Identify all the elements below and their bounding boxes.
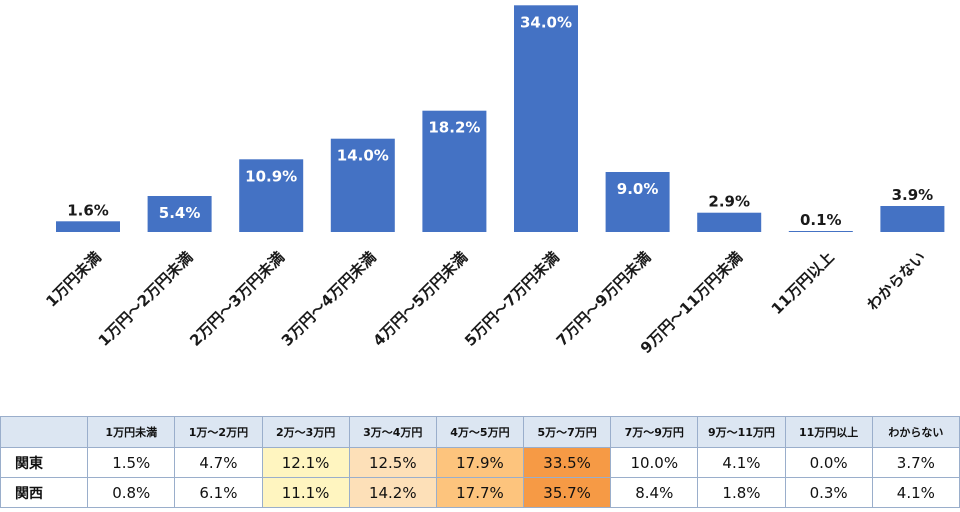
- bar: [788, 231, 853, 232]
- bar-data-label: 10.9%: [245, 167, 297, 185]
- region-label: 関西: [0, 477, 89, 508]
- table-header-cell: 3万～4万円: [348, 416, 437, 448]
- table-cell: 17.9%: [435, 447, 525, 478]
- comparison-table: 1万円未満 1万～2万円 2万～3万円 3万～4万円 4万～5万円 5万～7万円…: [0, 416, 960, 508]
- bar-data-label: 0.1%: [800, 211, 842, 229]
- bar-data-label: 14.0%: [337, 147, 389, 165]
- bar-data-label: 1.6%: [67, 201, 109, 219]
- table-header-cell: 2万～3万円: [261, 416, 350, 448]
- table-cell: 1.5%: [87, 447, 176, 478]
- table-cell: 35.7%: [523, 477, 612, 508]
- category-tick-label: 9万円～11万円未満: [637, 248, 746, 357]
- bar-chart: 1.6% 5.4% 10.9% 14.0% 18.2% 34.0% 9.0% 2.9% 0.1%…: [42, 5, 945, 357]
- bar: [330, 138, 395, 232]
- table-header-row: 1万円未満 1万～2万円 2万～3万円 3万～4万円 4万～5万円 5万～7万円…: [0, 416, 960, 448]
- table-cell: 0.3%: [784, 477, 873, 508]
- table-header-corner: [0, 416, 89, 448]
- table-cell: 11.1%: [261, 477, 350, 508]
- category-tick-label: 11万円以上: [768, 248, 838, 318]
- bar: [605, 172, 670, 232]
- bar: [514, 5, 578, 232]
- region-label: 関東: [0, 447, 89, 478]
- bar-data-label: 2.9%: [708, 193, 750, 211]
- category-tick-label: 1万円～2万円未満: [95, 248, 197, 350]
- table-header-cell: 1万円未満: [87, 416, 176, 448]
- bar-data-label: 5.4%: [159, 204, 201, 222]
- table-cell: 33.5%: [523, 447, 612, 478]
- bar-data-label: 18.2%: [428, 119, 480, 137]
- table-header-cell: わからない: [871, 416, 960, 448]
- category-tick-label: 1万円未満: [42, 248, 105, 311]
- bar: [239, 159, 304, 232]
- table-header-cell: 11万円以上: [784, 416, 873, 448]
- table-cell: 4.1%: [871, 477, 960, 508]
- bar: [880, 206, 945, 232]
- table-header-cell: 7万～9万円: [610, 416, 699, 448]
- table-cell: 3.7%: [871, 447, 960, 478]
- table-cell: 0.8%: [87, 477, 176, 508]
- table-header-cell: 4万～5万円: [435, 416, 525, 448]
- table-cell: 1.8%: [697, 477, 786, 508]
- table-header-cell: 5万～7万円: [523, 416, 612, 448]
- bar: [422, 110, 487, 232]
- category-tick-label: 5万円～7万円未満: [461, 248, 563, 350]
- table-cell: 0.0%: [784, 447, 873, 478]
- table-cell: 12.5%: [348, 447, 437, 478]
- category-tick-label: 4万円～5万円未満: [369, 248, 471, 350]
- category-tick-label: 2万円～3万円未満: [186, 248, 288, 350]
- bar-data-label: 34.0%: [520, 13, 572, 31]
- table-cell: 4.7%: [174, 447, 263, 478]
- table-cell: 12.1%: [261, 447, 350, 478]
- bar: [147, 196, 212, 232]
- table-cell: 17.7%: [435, 477, 525, 508]
- table-header-cell: 1万～2万円: [174, 416, 263, 448]
- table-row-kansai: 関西 0.8% 6.1% 11.1% 14.2% 17.7% 35.7% 8.4…: [0, 477, 960, 508]
- bar: [56, 221, 120, 232]
- bar-data-label: 9.0%: [617, 180, 659, 198]
- category-tick-label: 7万円～9万円未満: [553, 248, 655, 350]
- bar-data-label: 3.9%: [892, 186, 934, 204]
- category-tick-label: 3万円～4万円未満: [278, 248, 380, 350]
- table-header-cell: 9万～11万円: [697, 416, 786, 448]
- category-tick-label: わからない: [863, 248, 929, 314]
- table-cell: 8.4%: [610, 477, 699, 508]
- table-cell: 14.2%: [348, 477, 437, 508]
- bar: [697, 212, 762, 232]
- table-row-kanto: 関東 1.5% 4.7% 12.1% 12.5% 17.9% 33.5% 10.…: [0, 447, 960, 478]
- table-cell: 4.1%: [697, 447, 786, 478]
- table-cell: 10.0%: [610, 447, 699, 478]
- table-cell: 6.1%: [174, 477, 263, 508]
- comparison-table-container: 1万円未満 1万～2万円 2万～3万円 3万～4万円 4万～5万円 5万～7万円…: [0, 416, 960, 508]
